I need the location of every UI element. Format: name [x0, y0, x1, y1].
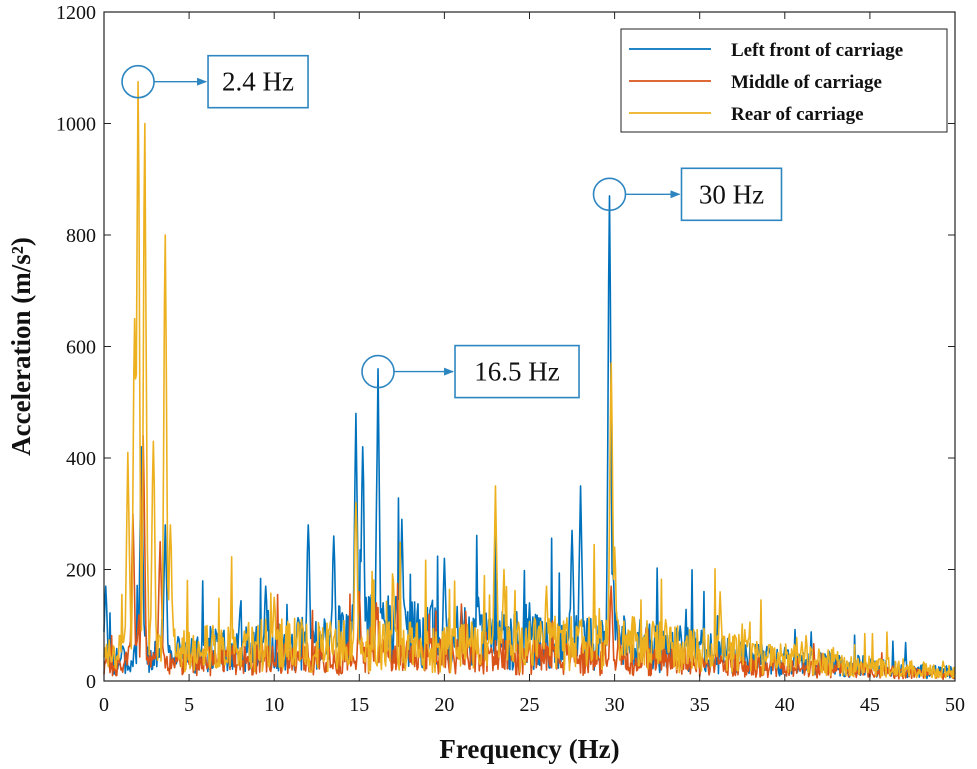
x-tick-label: 35 [690, 694, 710, 716]
x-tick-label: 40 [775, 694, 795, 716]
legend: Left front of carriage Middle of carriage… [620, 28, 948, 133]
x-tick-label: 5 [184, 694, 194, 716]
x-tick-label: 15 [349, 694, 369, 716]
y-tick-label: 0 [86, 671, 96, 693]
peak-label-box [207, 54, 309, 109]
x-tick-label: 20 [434, 694, 454, 716]
y-tick-label: 800 [66, 225, 96, 247]
peak-label: 16.5 Hz [474, 357, 559, 387]
y-tick-label: 200 [66, 560, 96, 582]
x-tick-label: 0 [99, 694, 109, 716]
x-tick-label: 30 [605, 694, 625, 716]
legend-entry: Left front of carriage [731, 40, 903, 61]
x-tick-label: 45 [860, 694, 880, 716]
peak-label: 2.4 Hz [222, 67, 294, 97]
peak-label-box [454, 344, 580, 399]
peak-label-box [680, 167, 783, 222]
legend-entry: Rear of carriage [731, 104, 864, 125]
x-tick-label: 10 [264, 694, 284, 716]
ticks-layer: 0 5 10 15 20 25 30 35 40 45 50 0 200 400 600 800 1000 120… [56, 2, 965, 716]
y-tick-label: 400 [66, 448, 96, 470]
x-tick-label: 25 [520, 694, 540, 716]
y-axis-title: Acceleration (m/s²) [6, 237, 36, 456]
y-tick-label: 600 [66, 337, 96, 359]
legend-entry: Middle of carriage [731, 72, 882, 93]
annotations: 2.4 Hz 16.5 Hz 30 Hz [121, 54, 783, 399]
y-tick-label: 1000 [56, 114, 96, 136]
x-tick-label: 50 [945, 694, 965, 716]
x-axis-title: Frequency (Hz) [439, 734, 619, 764]
series-line-3 [103, 80, 956, 680]
peak-label: 30 Hz [699, 179, 764, 209]
series-layer [103, 80, 956, 681]
y-tick-label: 1200 [56, 2, 96, 24]
